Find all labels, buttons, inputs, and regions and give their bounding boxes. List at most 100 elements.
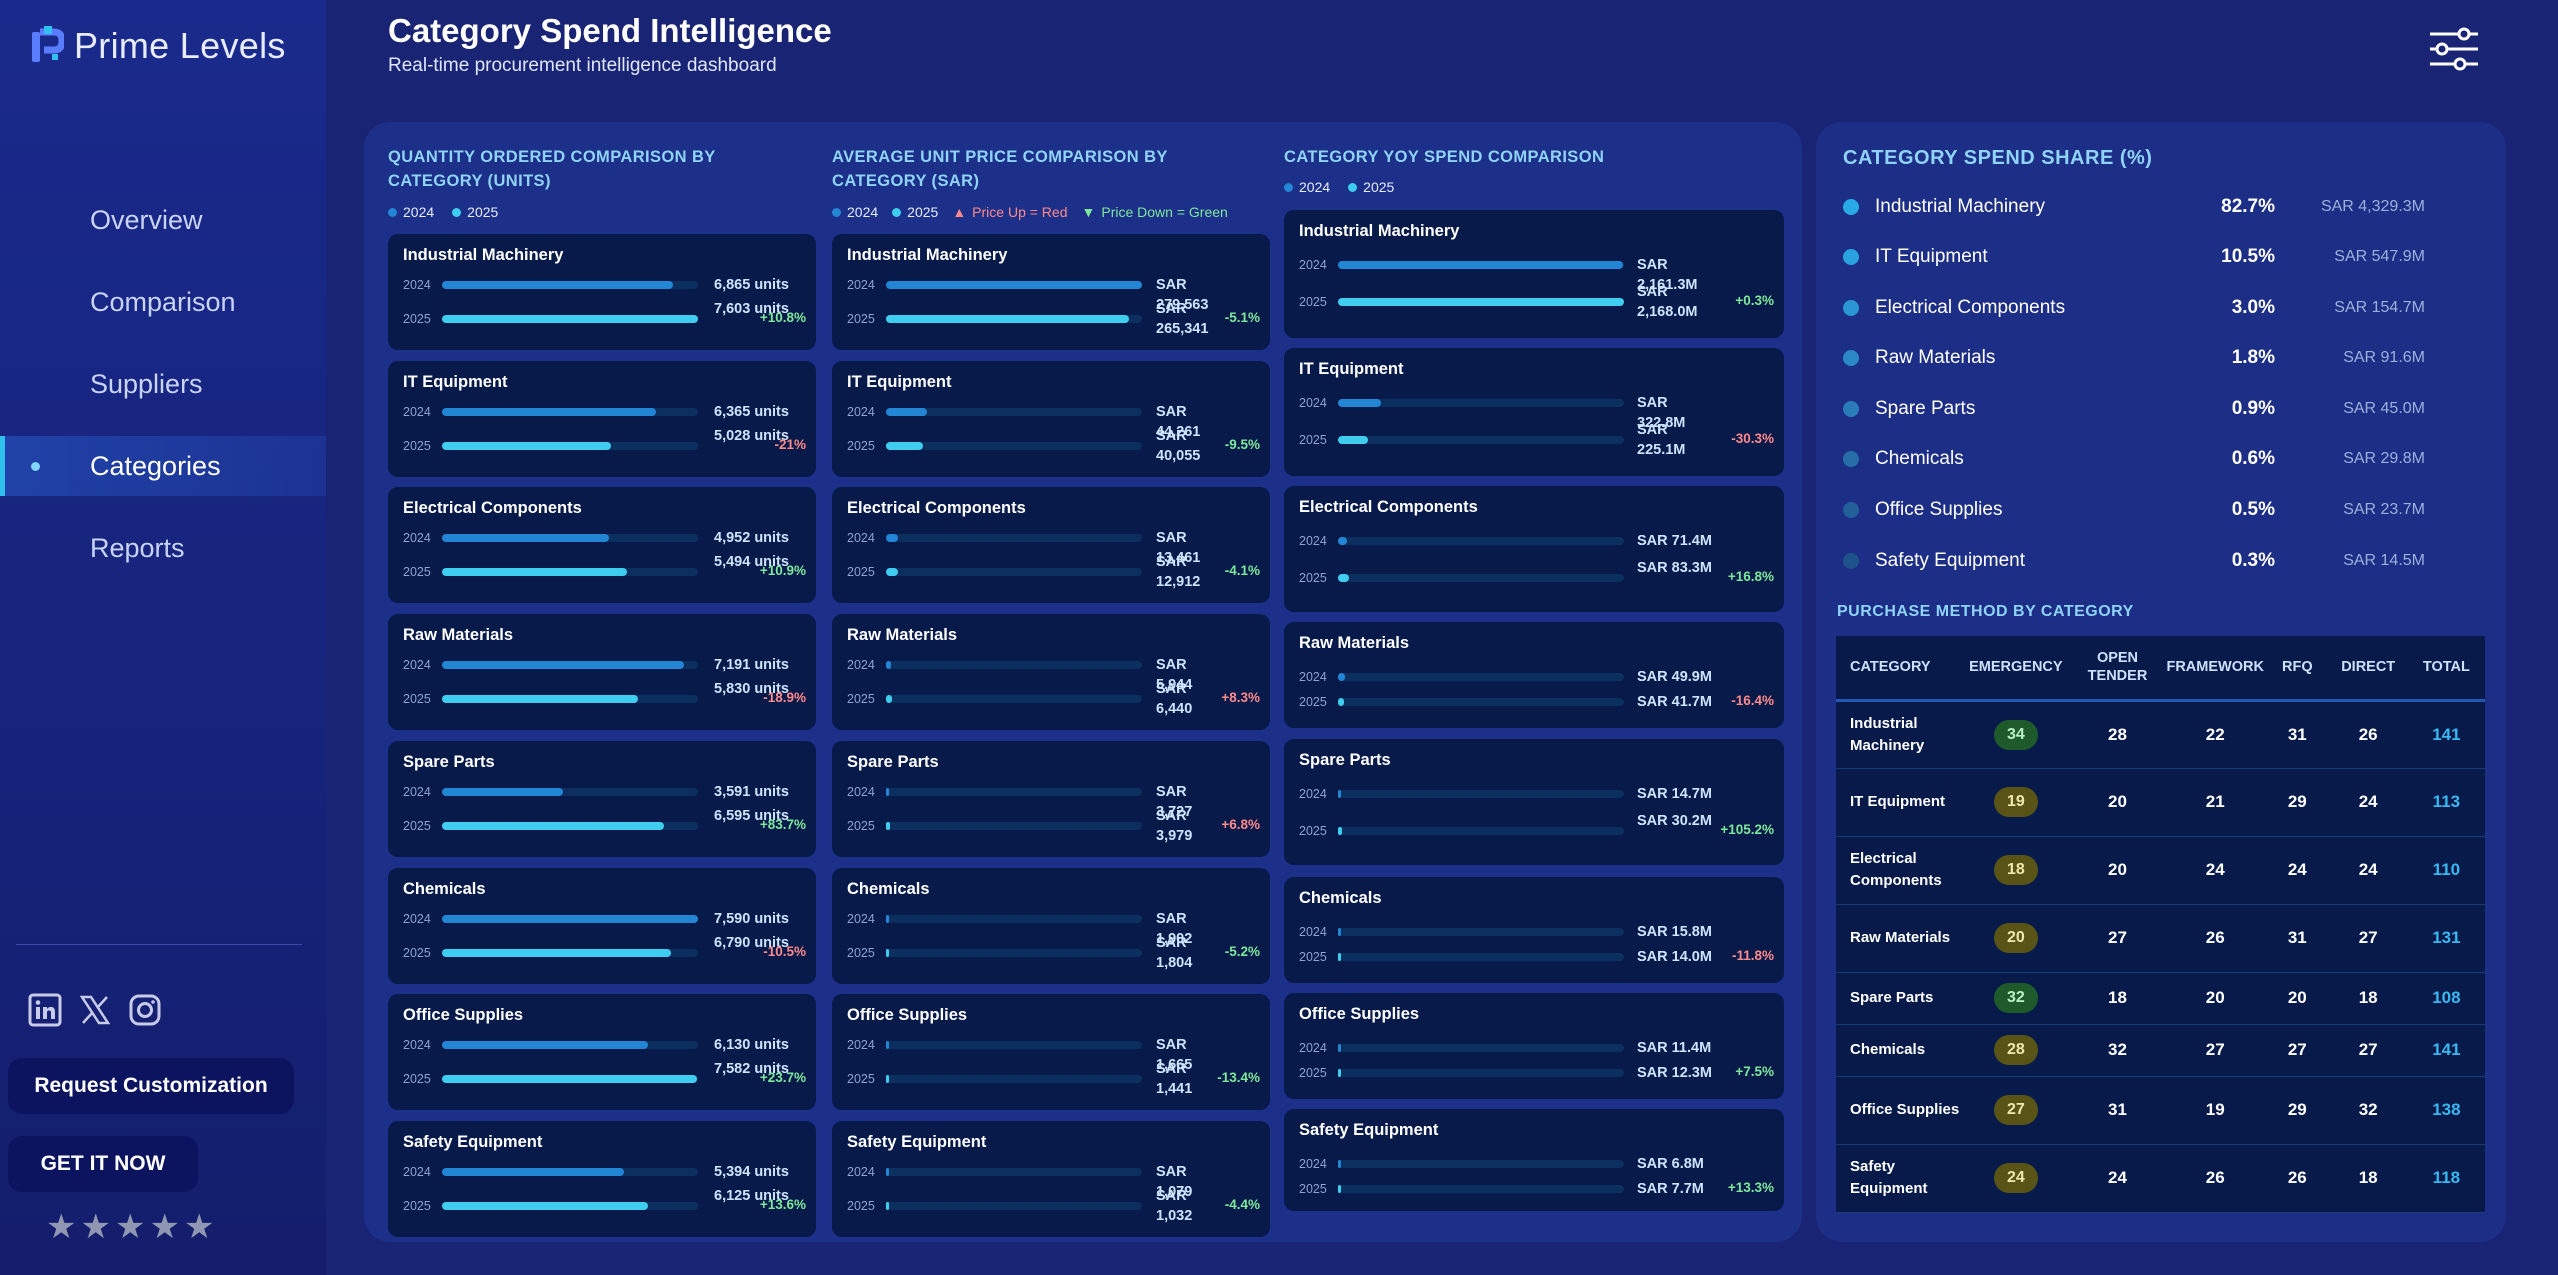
direct-cell: 32	[2328, 1076, 2408, 1145]
category-card[interactable]: Chemicals 2024 SAR 15.8M 2025 SAR 14.0M -11.8…	[1284, 877, 1784, 983]
category-card[interactable]: Industrial Machinery 2024 SAR 2,161.3M 2025…	[1284, 210, 1784, 338]
table-row[interactable]: Office Supplies 27 31 19 29 32 138	[1836, 1076, 2485, 1145]
bar-track	[886, 695, 1142, 703]
emergency-cell: 32	[1961, 972, 2071, 1025]
linkedin-icon[interactable]	[28, 993, 62, 1027]
category-name: Raw Materials	[1875, 347, 1996, 368]
legend-item: 2024	[1284, 179, 1330, 195]
legend-item: ▲ Price Up = Red	[952, 204, 1067, 220]
table-row[interactable]: Electrical Components 18 20 24 24 24 110	[1836, 836, 2485, 905]
value-label-2024: SAR 322.8M	[1637, 395, 1686, 431]
nav-item-comparison[interactable]: Comparison	[0, 272, 326, 332]
category-card[interactable]: Electrical Components 2024 4,952 units 2025…	[388, 487, 816, 603]
category-card[interactable]: Office Supplies 2024 SAR 1,665 2025 SAR 1,44…	[832, 994, 1270, 1110]
value-label-2024: SAR 1,665	[1156, 1037, 1193, 1073]
nav-item-overview[interactable]: Overview	[0, 190, 326, 250]
legend-dot	[388, 207, 397, 217]
category-card[interactable]: IT Equipment 2024 6,365 units 2025 5,028 uni…	[388, 361, 816, 477]
table-row[interactable]: Industrial Machinery 34 28 22 31 26 141	[1836, 700, 2485, 769]
category-card[interactable]: Raw Materials 2024 SAR 49.9M 2025 SAR 41.7M -…	[1284, 622, 1784, 728]
change-label: -13.4%	[1217, 1070, 1260, 1085]
nav-item-suppliers[interactable]: Suppliers	[0, 354, 326, 414]
category-card[interactable]: Safety Equipment 2024 SAR 6.8M 2025 SAR 7.7M…	[1284, 1109, 1784, 1211]
series-dot	[1843, 350, 1859, 366]
instagram-icon[interactable]	[128, 993, 162, 1027]
category-card[interactable]: Industrial Machinery 2024 6,865 units 2025 7…	[388, 234, 816, 350]
table-row[interactable]: IT Equipment 19 20 21 29 24 113	[1836, 768, 2485, 837]
column-header: CATEGORY	[1836, 636, 1962, 702]
series-dot	[1843, 249, 1859, 265]
category-card[interactable]: Spare Parts 2024 3,591 units 2025 6,595 unit…	[388, 741, 816, 857]
category-card[interactable]: Spare Parts 2024 SAR 3,727 2025 SAR 3,979 +6.…	[832, 741, 1270, 857]
bar-track	[1338, 928, 1624, 936]
year-label: 2024	[403, 785, 431, 799]
bar-track	[886, 822, 1142, 830]
direct-cell: 24	[2328, 768, 2408, 837]
year-label: 2024	[847, 405, 875, 419]
table-row[interactable]: Safety Equipment 24 24 26 26 18 118	[1836, 1144, 2485, 1213]
spend-share-row[interactable]: Industrial Machinery 82.7% SAR 4,329.3M	[1843, 192, 2479, 222]
category-card[interactable]: Raw Materials 2024 SAR 5,944 2025 SAR 6,440 +…	[832, 614, 1270, 730]
bar-2024	[886, 1041, 889, 1049]
logo[interactable]: Prime Levels	[30, 24, 286, 68]
category-card[interactable]: Office Supplies 2024 6,130 units 2025 7,582 …	[388, 994, 816, 1110]
emergency-badge: 20	[1993, 923, 2038, 953]
bar-track	[442, 408, 698, 416]
nav-item-reports[interactable]: Reports	[0, 518, 326, 578]
spend-share-row[interactable]: Office Supplies 0.5% SAR 23.7M	[1843, 495, 2479, 525]
change-label: -4.4%	[1224, 1197, 1260, 1212]
open-tender-cell: 18	[2070, 972, 2165, 1025]
value-label-2024: SAR 71.4M	[1637, 533, 1712, 549]
category-card[interactable]: Chemicals 2024 7,590 units 2025 6,790 units -…	[388, 868, 816, 984]
bar-track	[886, 568, 1142, 576]
value-label-2024: SAR 14.7M	[1637, 786, 1712, 802]
year-label: 2024	[1299, 534, 1327, 548]
x-icon[interactable]	[78, 993, 112, 1027]
category-card[interactable]: Raw Materials 2024 7,191 units 2025 5,830 un…	[388, 614, 816, 730]
category-card[interactable]: Electrical Components 2024 SAR 13,461 2025 S…	[832, 487, 1270, 603]
value-label-2025: 6,595 units	[714, 808, 789, 824]
value-label-2025: SAR 7.7M	[1637, 1181, 1704, 1197]
bar-track	[442, 534, 698, 542]
table-row[interactable]: Spare Parts 32 18 20 20 18 108	[1836, 972, 2485, 1025]
request-customization-button[interactable]: Request Customization	[8, 1058, 294, 1114]
category-name: Spare Parts	[847, 753, 939, 771]
open-tender-cell: 31	[2070, 1076, 2165, 1145]
spend-share-row[interactable]: Chemicals 0.6% SAR 29.8M	[1843, 444, 2479, 474]
category-card[interactable]: Spare Parts 2024 SAR 14.7M 2025 SAR 30.2M +10…	[1284, 739, 1784, 865]
value-label-2024: SAR 3,727	[1156, 784, 1193, 820]
series-dot	[1843, 199, 1859, 215]
category-card[interactable]: Electrical Components 2024 SAR 71.4M 2025 SA…	[1284, 486, 1784, 612]
category-card[interactable]: Safety Equipment 2024 SAR 1,079 2025 SAR 1,0…	[832, 1121, 1270, 1237]
bar-2024	[886, 915, 889, 923]
nav-item-categories[interactable]: Categories	[0, 436, 326, 496]
bar-2024	[886, 661, 892, 669]
value-label-2024: SAR 15.8M	[1637, 924, 1712, 940]
category-card[interactable]: Industrial Machinery 2024 SAR 279,563 2025 S…	[832, 234, 1270, 350]
spend-share-row[interactable]: Raw Materials 1.8% SAR 91.6M	[1843, 343, 2479, 373]
category-card[interactable]: IT Equipment 2024 SAR 322.8M 2025 SAR 225.1M…	[1284, 348, 1784, 476]
spend-share-row[interactable]: Spare Parts 0.9% SAR 45.0M	[1843, 394, 2479, 424]
spend-share-row[interactable]: IT Equipment 10.5% SAR 547.9M	[1843, 242, 2479, 272]
yoy-legend: 2024 2025	[1284, 179, 1394, 195]
bar-track	[442, 281, 698, 289]
spend-share-row[interactable]: Safety Equipment 0.3% SAR 14.5M	[1843, 546, 2479, 576]
year-label: 2024	[1299, 670, 1327, 684]
category-card[interactable]: Safety Equipment 2024 5,394 units 2025 6,125…	[388, 1121, 816, 1237]
year-label: 2024	[1299, 925, 1327, 939]
filter-settings-icon[interactable]	[2426, 26, 2482, 72]
table-row[interactable]: Chemicals 28 32 27 27 27 141	[1836, 1024, 2485, 1077]
bar-2024	[442, 788, 563, 796]
bar-track	[886, 661, 1142, 669]
category-card[interactable]: Chemicals 2024 SAR 1,902 2025 SAR 1,804 -5.2%	[832, 868, 1270, 984]
get-it-now-button[interactable]: GET IT NOW	[8, 1136, 198, 1192]
open-tender-cell: 28	[2070, 700, 2165, 769]
bar-2025	[1338, 574, 1349, 582]
value-label-2025: SAR 265,341	[1156, 301, 1209, 337]
table-row[interactable]: Raw Materials 20 27 26 31 27 131	[1836, 904, 2485, 973]
spend-share-row[interactable]: Electrical Components 3.0% SAR 154.7M	[1843, 293, 2479, 323]
share-amount: SAR 4,329.3M	[2320, 198, 2425, 215]
category-card[interactable]: IT Equipment 2024 SAR 44,261 2025 SAR 40,055…	[832, 361, 1270, 477]
category-card[interactable]: Office Supplies 2024 SAR 11.4M 2025 SAR 12.3…	[1284, 993, 1784, 1099]
value-label-2024: 3,591 units	[714, 784, 789, 800]
